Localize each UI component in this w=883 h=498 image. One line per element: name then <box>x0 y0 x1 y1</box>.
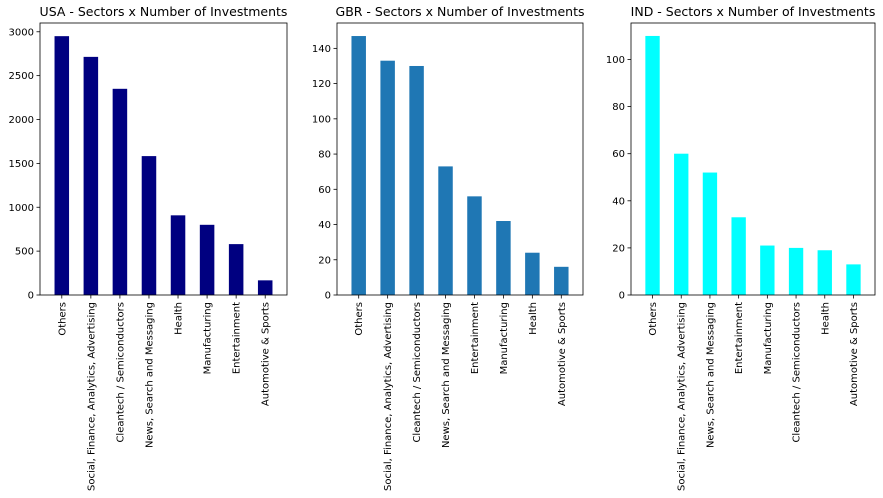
bar-2 <box>409 66 423 295</box>
y-tick-label: 20 <box>612 243 625 254</box>
y-tick-label: 2000 <box>9 115 34 126</box>
x-tick-label: News, Search and Messaging <box>441 302 452 448</box>
y-tick-label: 0 <box>28 291 34 302</box>
bar-2 <box>113 89 128 295</box>
bar-6 <box>229 244 244 295</box>
x-tick-label: Entertainment <box>232 302 243 374</box>
plot-frame <box>631 23 875 295</box>
x-tick-label: Social, Finance, Analytics, Advertising <box>383 302 394 491</box>
x-tick-label: Automotive & Sports <box>557 302 568 406</box>
bar-0 <box>645 36 659 295</box>
x-tick-label: Manufacturing <box>499 302 510 374</box>
bar-4 <box>467 196 481 295</box>
chart-panel-1: GBR - Sectors x Number of Investments 0 20… <box>312 4 585 491</box>
x-tick-label: Social, Finance, Analytics, Advertising <box>677 302 688 491</box>
plot-frame <box>337 23 583 295</box>
x-tick-label: Automotive & Sports <box>261 302 272 406</box>
bar-2 <box>703 173 717 295</box>
bar-3 <box>731 217 745 295</box>
x-tick-label: Health <box>820 302 831 335</box>
x-tick-label: Automotive & Sports <box>849 302 860 406</box>
bar-1 <box>674 154 688 295</box>
plot-frame <box>40 23 287 295</box>
x-tick-label: Entertainment <box>734 302 745 374</box>
chart-title: IND - Sectors x Number of Investments <box>631 4 876 19</box>
y-tick-label: 3000 <box>9 27 34 38</box>
bar-6 <box>525 253 539 295</box>
y-tick-label: 80 <box>318 150 331 161</box>
bar-0 <box>55 36 70 295</box>
x-tick-label: Cleantech / Semiconductors <box>115 302 126 443</box>
y-tick-label: 0 <box>619 291 625 302</box>
bar-1 <box>380 61 394 295</box>
chart-title: GBR - Sectors x Number of Investments <box>336 4 585 19</box>
x-tick-label: Others <box>354 302 365 336</box>
x-tick-label: Others <box>648 302 659 336</box>
x-tick-label: Social, Finance, Analytics, Advertising <box>86 302 97 491</box>
y-tick-label: 140 <box>312 44 331 55</box>
y-tick-label: 60 <box>318 185 331 196</box>
bar-0 <box>351 36 365 295</box>
y-tick-label: 1500 <box>9 159 34 170</box>
y-tick-label: 120 <box>312 79 331 90</box>
bar-6 <box>818 250 832 295</box>
chart-title: USA - Sectors x Number of Investments <box>40 4 288 19</box>
x-tick-label: News, Search and Messaging <box>705 302 716 448</box>
bar-3 <box>142 156 157 295</box>
x-tick-label: Others <box>57 302 68 336</box>
chart-panel-0: USA - Sectors x Number of Investments 0 50… <box>9 4 288 491</box>
bar-7 <box>554 267 568 295</box>
x-tick-label: News, Search and Messaging <box>144 302 155 448</box>
x-tick-label: Manufacturing <box>763 302 774 374</box>
chart-panel-2: IND - Sectors x Number of Investments 0 20… <box>606 4 875 491</box>
x-tick-label: Health <box>528 302 539 335</box>
bar-5 <box>496 221 510 295</box>
x-tick-label: Cleantech / Semiconductors <box>792 302 803 443</box>
y-tick-label: 100 <box>606 55 625 66</box>
bar-5 <box>200 225 215 295</box>
bar-4 <box>171 215 186 295</box>
x-tick-label: Entertainment <box>470 302 481 374</box>
y-tick-label: 20 <box>318 255 331 266</box>
bar-1 <box>84 57 99 295</box>
x-tick-label: Cleantech / Semiconductors <box>412 302 423 443</box>
bar-3 <box>438 166 452 295</box>
x-tick-label: Health <box>174 302 185 335</box>
y-tick-label: 0 <box>325 291 331 302</box>
y-tick-label: 500 <box>15 247 34 258</box>
y-tick-label: 60 <box>612 149 625 160</box>
y-tick-label: 2500 <box>9 71 34 82</box>
y-tick-label: 40 <box>318 220 331 231</box>
bar-4 <box>760 246 774 295</box>
bar-5 <box>789 248 803 295</box>
x-tick-label: Manufacturing <box>203 302 214 374</box>
y-tick-label: 40 <box>612 196 625 207</box>
y-tick-label: 80 <box>612 102 625 113</box>
y-tick-label: 100 <box>312 114 331 125</box>
y-tick-label: 1000 <box>9 203 34 214</box>
bar-7 <box>846 264 860 295</box>
bar-7 <box>258 280 273 295</box>
